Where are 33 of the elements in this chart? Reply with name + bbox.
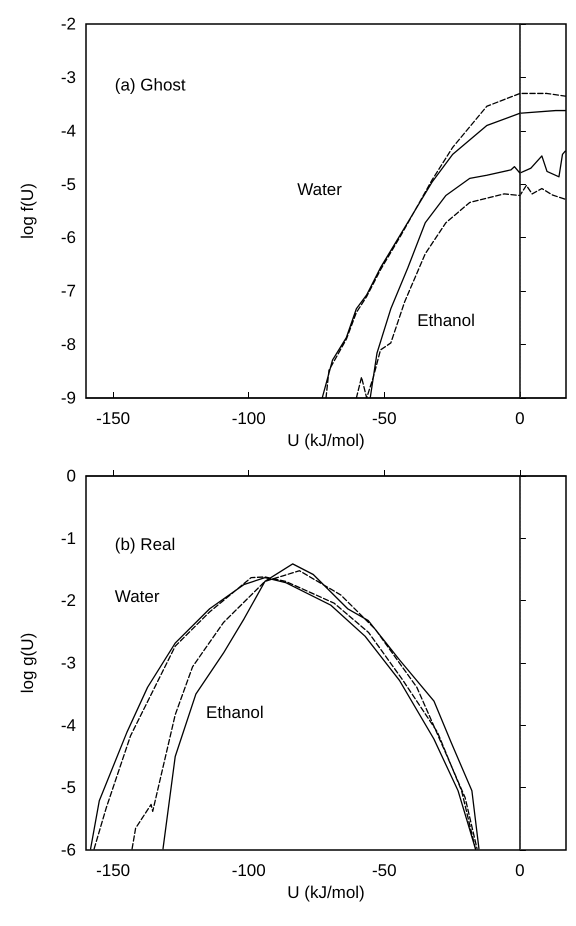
x-tick-label: -150 [96,409,130,428]
x-tick-label: -100 [232,861,266,880]
x-tick-label: 0 [515,409,525,428]
y-tick-label: -3 [60,654,76,672]
y-tick-label: -2 [60,14,76,34]
y-tick-label: 0 [66,466,76,486]
y-tick-label: -4 [60,121,76,140]
x-tick-label: -150 [96,861,130,880]
y-tick-label: -6 [60,228,76,248]
y-tick-label: -1 [60,528,76,548]
x-axis-title: U (kJ/mol) [287,431,365,450]
x-axis-title: U (kJ/mol) [287,883,365,902]
x-tick-label: -100 [232,409,266,428]
y-tick-label: -6 [60,840,76,860]
y-tick-label: -2 [60,591,76,610]
y-tick-label: -4 [60,716,76,735]
annotation: Water [297,180,342,200]
y-tick-label: -7 [60,282,76,301]
annotation: (a) Ghost [114,75,186,94]
y-axis-title: log g(U) [18,632,37,694]
y-tick-label: -5 [60,778,76,798]
y-tick-label: -5 [60,174,76,194]
annotation: Water [114,587,160,606]
annotation: Ethanol [206,703,264,722]
x-tick-label: 0 [515,861,525,880]
annotation: Ethanol [417,310,475,330]
x-tick-label: -50 [372,861,397,880]
y-axis-title: log f(U) [18,183,37,239]
y-tick-label: -3 [60,68,76,87]
x-tick-label: -50 [372,409,397,428]
annotation: (b) Real [114,534,176,554]
y-tick-label: -8 [60,335,76,354]
y-tick-label: -9 [60,388,76,408]
